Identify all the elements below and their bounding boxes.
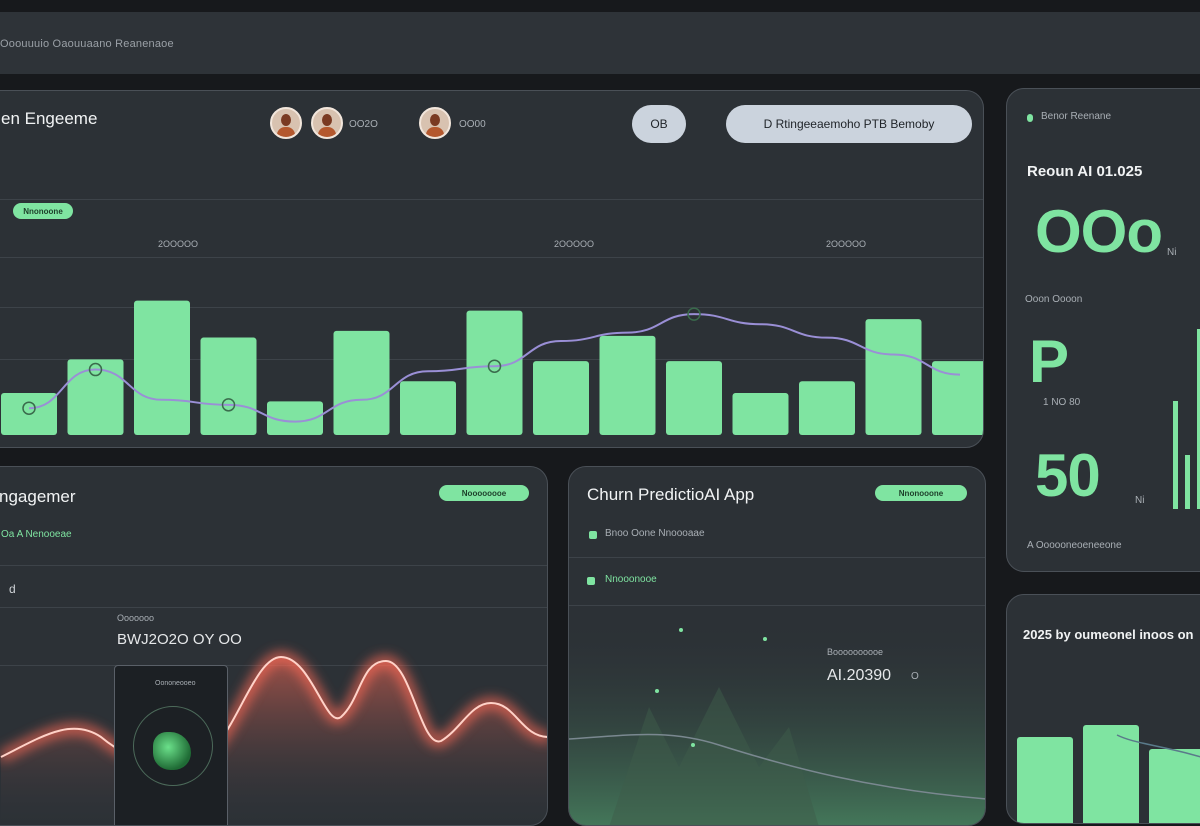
period-label: 2OOOOO bbox=[158, 239, 199, 249]
legend-item: Bnoo Oone Nnoooaae bbox=[605, 528, 705, 539]
chart-point bbox=[221, 398, 236, 412]
chart-point bbox=[22, 401, 36, 415]
metric-caption: Ooooooo bbox=[117, 613, 155, 623]
avatar-label: OO2O bbox=[349, 119, 378, 130]
top-bar: Ooouuuio Oaouuaano Reanenaoe bbox=[0, 12, 1200, 74]
card-title: Churn PredictioAI App bbox=[587, 485, 755, 504]
churn-area-chart bbox=[569, 617, 985, 825]
grid-line bbox=[0, 607, 547, 608]
sparkline-bars bbox=[1173, 329, 1200, 509]
wave-area bbox=[1, 657, 547, 825]
metric-value: BWJ2O2O OY OO bbox=[117, 631, 242, 648]
label: d bbox=[9, 582, 16, 596]
churn-point bbox=[763, 637, 767, 641]
status-pill[interactable]: Noooooooe bbox=[439, 485, 529, 501]
metric-label: 1 NO 80 bbox=[1043, 397, 1081, 408]
card-title: Reoun AI 01.025 bbox=[1027, 163, 1143, 180]
grid-line bbox=[0, 257, 983, 258]
chart-bar bbox=[1149, 749, 1200, 823]
card-header: Benor Reenane bbox=[1041, 111, 1112, 122]
grid-line bbox=[569, 605, 985, 606]
revenue-card: Benor Reenane Reoun AI 01.025 OOo Ni Ooo… bbox=[1006, 88, 1200, 572]
chart-line bbox=[1116, 734, 1200, 758]
avatar-label: OO00 bbox=[459, 119, 486, 130]
chart-bar bbox=[1017, 737, 1073, 823]
churn-mountains bbox=[609, 687, 819, 825]
status-pill[interactable]: Nnonooone bbox=[875, 485, 967, 501]
churn-point bbox=[691, 743, 695, 747]
metric-label: Ooon Oooon bbox=[1025, 294, 1083, 305]
grid-line bbox=[0, 307, 983, 308]
chart-bar bbox=[799, 381, 855, 435]
status-pill[interactable]: Nnonoone bbox=[13, 203, 73, 219]
chart-bar bbox=[533, 361, 589, 435]
chart-bar bbox=[134, 300, 190, 435]
channel-bar-chart bbox=[1017, 725, 1200, 823]
card-title: 2025 by oumeonel inoos on bbox=[1023, 627, 1194, 642]
metric-caption: Boooooooooe bbox=[827, 647, 884, 657]
churn-point bbox=[655, 689, 659, 693]
period-label: 2OOOOO bbox=[554, 239, 595, 249]
spark-bar bbox=[1197, 329, 1200, 509]
metric-value: P bbox=[1029, 328, 1069, 395]
chart-bar bbox=[333, 330, 390, 435]
engagement-bar-chart bbox=[1, 300, 983, 435]
user-avatar-2[interactable] bbox=[311, 107, 343, 139]
chart-bar bbox=[67, 359, 124, 435]
chart-bar bbox=[932, 361, 983, 435]
chart-bar bbox=[1083, 725, 1139, 823]
preview-thumbnail[interactable]: Oononeooeo bbox=[114, 665, 228, 825]
card-subtitle: Oa A Nenooeae bbox=[1, 529, 72, 540]
churn-point bbox=[679, 628, 683, 632]
chart-point bbox=[687, 307, 701, 321]
chart-bar bbox=[666, 361, 722, 435]
grid-line bbox=[569, 557, 985, 558]
chart-bar bbox=[267, 401, 323, 435]
chart-point bbox=[88, 362, 103, 377]
chart-bar bbox=[400, 381, 456, 435]
legend-item: Nnooonooe bbox=[605, 574, 657, 585]
chart-bar bbox=[865, 319, 922, 435]
grid-line bbox=[0, 565, 547, 566]
metric-suffix: Ni bbox=[1135, 495, 1145, 506]
metric-value: OOo bbox=[1035, 198, 1163, 265]
report-button[interactable]: D Rtingeeaemoho PTB Bemoby bbox=[726, 105, 972, 143]
metric-value: AI.20390 bbox=[827, 667, 892, 684]
metric-suffix: Ni bbox=[1167, 247, 1177, 258]
chart-bar bbox=[200, 337, 257, 435]
chart-bar bbox=[732, 393, 789, 435]
chart-bar bbox=[599, 335, 656, 435]
spark-bar bbox=[1185, 455, 1190, 509]
churn-prediction-card: Churn PredictioAI App Nnonooone Bnoo Oon… bbox=[568, 466, 986, 826]
engagement-overview-card: en Engeeme OO2O OO00 OB D Rtingeeaemoho … bbox=[0, 90, 984, 448]
card-title: en Engeeme bbox=[1, 109, 98, 128]
breadcrumb[interactable]: Ooouuuio Oaouuaano Reanenaoe bbox=[0, 38, 174, 50]
thumbnail-label: Oononeooeo bbox=[155, 680, 196, 687]
chart-point bbox=[487, 359, 502, 373]
card-footer: A Oooooneoeneeone bbox=[1027, 540, 1122, 551]
churn-line bbox=[569, 733, 985, 800]
engagement-wave-chart bbox=[0, 651, 547, 825]
card-title: ngagemer bbox=[0, 487, 76, 506]
user-avatar-3[interactable] bbox=[419, 107, 451, 139]
metric-value: 50 bbox=[1035, 442, 1101, 509]
grid-line bbox=[0, 199, 983, 200]
metric-suffix: O bbox=[911, 671, 919, 682]
chart-line bbox=[28, 313, 961, 423]
period-label: 2OOOOO bbox=[826, 239, 867, 249]
small-action-button[interactable]: OB bbox=[632, 105, 686, 143]
user-avatar-1[interactable] bbox=[270, 107, 302, 139]
spark-bar bbox=[1173, 401, 1178, 509]
engagement-card: ngagemer Noooooooe Oa A Nenooeae d Ooooo… bbox=[0, 466, 548, 826]
channel-card: 2025 by oumeonel inoos on bbox=[1006, 594, 1200, 824]
